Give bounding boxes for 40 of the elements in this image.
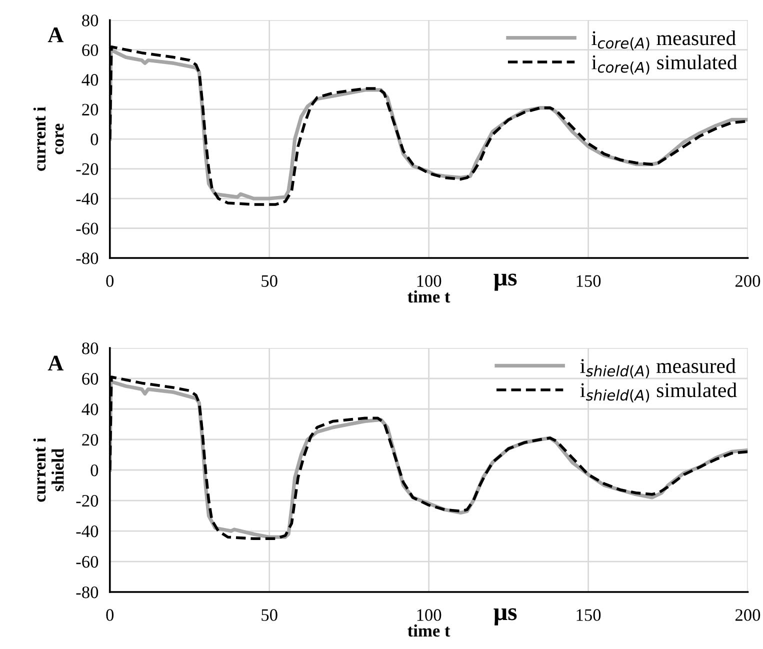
text: A: [48, 356, 64, 370]
y-tick-label: 20: [82, 434, 98, 446]
x-tick-label: 50: [262, 609, 278, 621]
legend-label: i$_{core(A)}$ measured: [592, 30, 736, 50]
x-tick-label: 150: [576, 609, 601, 621]
x-tick-label: 0: [106, 609, 114, 621]
y-tick-label: 60: [82, 372, 98, 385]
y-tick-label: 40: [82, 403, 98, 416]
y-tick-label: -60: [76, 222, 98, 234]
y-tick-label: 80: [82, 342, 98, 354]
x-tick-label: 100: [417, 275, 442, 287]
x-tick-label: 0: [106, 275, 114, 287]
x-tick-label: 200: [735, 609, 760, 621]
y-tick-label: -60: [76, 556, 98, 568]
x-tick-label: 50: [262, 275, 278, 287]
legend-label: i$_{core(A)}$ simulated: [592, 54, 738, 74]
y-tick-label: -80: [76, 586, 98, 598]
text: A: [48, 27, 64, 42]
legend-label: i$_{shield(A)}$ measured: [580, 358, 736, 378]
y-tick-label: -20: [76, 163, 98, 175]
x-tick-label: 150: [576, 275, 601, 287]
y-tick-label: -20: [76, 494, 98, 507]
x-tick-label: 100: [417, 609, 442, 621]
y-tick-label: 0: [90, 134, 98, 146]
y-axis-title: current i core: [33, 106, 64, 171]
y-axis-title: current i shield: [33, 438, 64, 502]
x-axis-title: time t: [408, 624, 450, 637]
y-tick-label: -40: [76, 525, 98, 538]
y-tick-label: 60: [82, 44, 98, 56]
y-tick-label: 80: [82, 14, 98, 26]
y-tick-label: 20: [82, 104, 98, 116]
x-tick-label: 200: [735, 275, 760, 287]
y-tick-label: -40: [76, 192, 98, 205]
y-tick-label: -80: [76, 252, 98, 264]
y-tick-label: 0: [90, 464, 98, 476]
text: μs: [494, 274, 517, 291]
y-tick-label: 40: [82, 74, 98, 86]
legend-label: i$_{shield(A)}$ simulated: [580, 382, 737, 402]
x-axis-title: time t: [408, 290, 450, 303]
text: μs: [494, 608, 517, 626]
